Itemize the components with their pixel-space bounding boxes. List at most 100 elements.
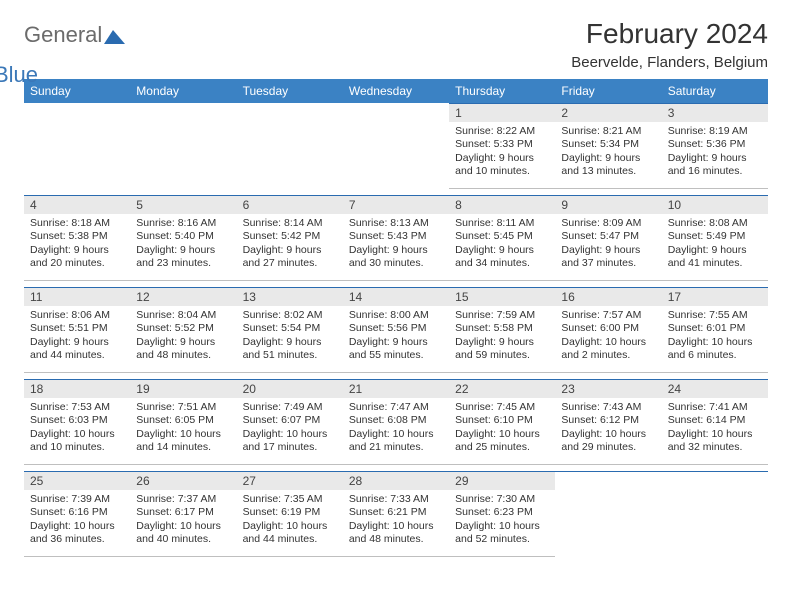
page-subtitle: Beervelde, Flanders, Belgium: [571, 54, 768, 71]
day-details: Sunrise: 7:43 AMSunset: 6:12 PMDaylight:…: [555, 398, 661, 459]
calendar-cell: 12Sunrise: 8:04 AMSunset: 5:52 PMDayligh…: [130, 287, 236, 373]
detail-line: and 16 minutes.: [668, 165, 762, 178]
detail-line: Sunset: 6:12 PM: [561, 414, 655, 427]
detail-line: and 34 minutes.: [455, 257, 549, 270]
detail-line: and 25 minutes.: [455, 441, 549, 454]
day-details: Sunrise: 8:21 AMSunset: 5:34 PMDaylight:…: [555, 122, 661, 183]
day-details: Sunrise: 7:45 AMSunset: 6:10 PMDaylight:…: [449, 398, 555, 459]
detail-line: Sunrise: 8:00 AM: [349, 309, 443, 322]
detail-line: and 10 minutes.: [30, 441, 124, 454]
day-details: Sunrise: 8:04 AMSunset: 5:52 PMDaylight:…: [130, 306, 236, 367]
day-number: 15: [449, 288, 555, 306]
detail-line: Daylight: 10 hours: [561, 336, 655, 349]
calendar-cell: 23Sunrise: 7:43 AMSunset: 6:12 PMDayligh…: [555, 379, 661, 465]
day-details: Sunrise: 8:06 AMSunset: 5:51 PMDaylight:…: [24, 306, 130, 367]
calendar-cell: 2Sunrise: 8:21 AMSunset: 5:34 PMDaylight…: [555, 103, 661, 189]
detail-line: Sunrise: 8:13 AM: [349, 217, 443, 230]
detail-line: Sunset: 6:21 PM: [349, 506, 443, 519]
calendar-cell: 26Sunrise: 7:37 AMSunset: 6:17 PMDayligh…: [130, 471, 236, 557]
day-number: 9: [555, 196, 661, 214]
detail-line: Daylight: 9 hours: [349, 244, 443, 257]
day-number: 2: [555, 104, 661, 122]
detail-line: Sunset: 5:36 PM: [668, 138, 762, 151]
day-details: Sunrise: 7:39 AMSunset: 6:16 PMDaylight:…: [24, 490, 130, 551]
day-number: 28: [343, 472, 449, 490]
detail-line: and 23 minutes.: [136, 257, 230, 270]
day-details: Sunrise: 8:16 AMSunset: 5:40 PMDaylight:…: [130, 214, 236, 275]
calendar-cell: 16Sunrise: 7:57 AMSunset: 6:00 PMDayligh…: [555, 287, 661, 373]
detail-line: and 17 minutes.: [243, 441, 337, 454]
day-details: Sunrise: 8:09 AMSunset: 5:47 PMDaylight:…: [555, 214, 661, 275]
day-details: Sunrise: 8:11 AMSunset: 5:45 PMDaylight:…: [449, 214, 555, 275]
detail-line: Sunset: 5:33 PM: [455, 138, 549, 151]
detail-line: Daylight: 9 hours: [668, 244, 762, 257]
calendar-cell: 17Sunrise: 7:55 AMSunset: 6:01 PMDayligh…: [662, 287, 768, 373]
weekday-friday: Friday: [555, 79, 661, 103]
calendar-cell: 11Sunrise: 8:06 AMSunset: 5:51 PMDayligh…: [24, 287, 130, 373]
calendar-cell: [24, 103, 130, 189]
day-number: 16: [555, 288, 661, 306]
detail-line: Sunrise: 7:59 AM: [455, 309, 549, 322]
detail-line: Sunrise: 7:43 AM: [561, 401, 655, 414]
detail-line: Sunset: 5:52 PM: [136, 322, 230, 335]
detail-line: Sunset: 5:47 PM: [561, 230, 655, 243]
detail-line: Sunset: 5:38 PM: [30, 230, 124, 243]
day-number: 29: [449, 472, 555, 490]
detail-line: and 44 minutes.: [30, 349, 124, 362]
detail-line: Sunset: 6:16 PM: [30, 506, 124, 519]
calendar-cell: 14Sunrise: 8:00 AMSunset: 5:56 PMDayligh…: [343, 287, 449, 373]
detail-line: Sunrise: 7:55 AM: [668, 309, 762, 322]
detail-line: Sunrise: 8:22 AM: [455, 125, 549, 138]
detail-line: Sunset: 5:45 PM: [455, 230, 549, 243]
day-number: 24: [662, 380, 768, 398]
calendar-cell: 1Sunrise: 8:22 AMSunset: 5:33 PMDaylight…: [449, 103, 555, 189]
detail-line: Sunset: 6:17 PM: [136, 506, 230, 519]
detail-line: Daylight: 10 hours: [455, 428, 549, 441]
detail-line: Daylight: 10 hours: [30, 520, 124, 533]
detail-line: Sunset: 6:07 PM: [243, 414, 337, 427]
calendar-cell: [555, 471, 661, 557]
detail-line: and 29 minutes.: [561, 441, 655, 454]
detail-line: Sunset: 5:51 PM: [30, 322, 124, 335]
detail-line: Sunrise: 7:51 AM: [136, 401, 230, 414]
calendar-cell: 4Sunrise: 8:18 AMSunset: 5:38 PMDaylight…: [24, 195, 130, 281]
day-number: 7: [343, 196, 449, 214]
detail-line: Daylight: 9 hours: [30, 244, 124, 257]
detail-line: and 20 minutes.: [30, 257, 124, 270]
detail-line: Sunset: 5:42 PM: [243, 230, 337, 243]
detail-line: Daylight: 9 hours: [243, 244, 337, 257]
detail-line: Sunrise: 8:21 AM: [561, 125, 655, 138]
detail-line: Sunrise: 7:49 AM: [243, 401, 337, 414]
detail-line: Sunrise: 8:09 AM: [561, 217, 655, 230]
day-details: Sunrise: 7:33 AMSunset: 6:21 PMDaylight:…: [343, 490, 449, 551]
detail-line: Sunset: 5:54 PM: [243, 322, 337, 335]
detail-line: Daylight: 10 hours: [30, 428, 124, 441]
detail-line: Sunrise: 7:53 AM: [30, 401, 124, 414]
detail-line: Sunset: 5:34 PM: [561, 138, 655, 151]
day-number: 14: [343, 288, 449, 306]
day-number: 20: [237, 380, 343, 398]
calendar-cell: 24Sunrise: 7:41 AMSunset: 6:14 PMDayligh…: [662, 379, 768, 465]
day-details: Sunrise: 7:41 AMSunset: 6:14 PMDaylight:…: [662, 398, 768, 459]
calendar-page: General Blue February 2024 Beervelde, Fl…: [0, 0, 792, 557]
logo-word-1: General: [24, 22, 102, 47]
day-details: Sunrise: 8:14 AMSunset: 5:42 PMDaylight:…: [237, 214, 343, 275]
detail-line: Sunrise: 7:30 AM: [455, 493, 549, 506]
day-number: 1: [449, 104, 555, 122]
detail-line: Daylight: 10 hours: [349, 428, 443, 441]
detail-line: Sunset: 6:10 PM: [455, 414, 549, 427]
day-details: Sunrise: 7:53 AMSunset: 6:03 PMDaylight:…: [24, 398, 130, 459]
detail-line: Daylight: 10 hours: [455, 520, 549, 533]
detail-line: Daylight: 9 hours: [561, 244, 655, 257]
weekday-thursday: Thursday: [449, 79, 555, 103]
detail-line: Daylight: 9 hours: [455, 152, 549, 165]
detail-line: and 21 minutes.: [349, 441, 443, 454]
day-number: 25: [24, 472, 130, 490]
detail-line: and 30 minutes.: [349, 257, 443, 270]
calendar-row: 1Sunrise: 8:22 AMSunset: 5:33 PMDaylight…: [24, 103, 768, 189]
triangle-icon: [104, 30, 113, 44]
day-number: 17: [662, 288, 768, 306]
calendar-grid: 1Sunrise: 8:22 AMSunset: 5:33 PMDaylight…: [24, 103, 768, 557]
day-details: Sunrise: 8:22 AMSunset: 5:33 PMDaylight:…: [449, 122, 555, 183]
day-number: 27: [237, 472, 343, 490]
